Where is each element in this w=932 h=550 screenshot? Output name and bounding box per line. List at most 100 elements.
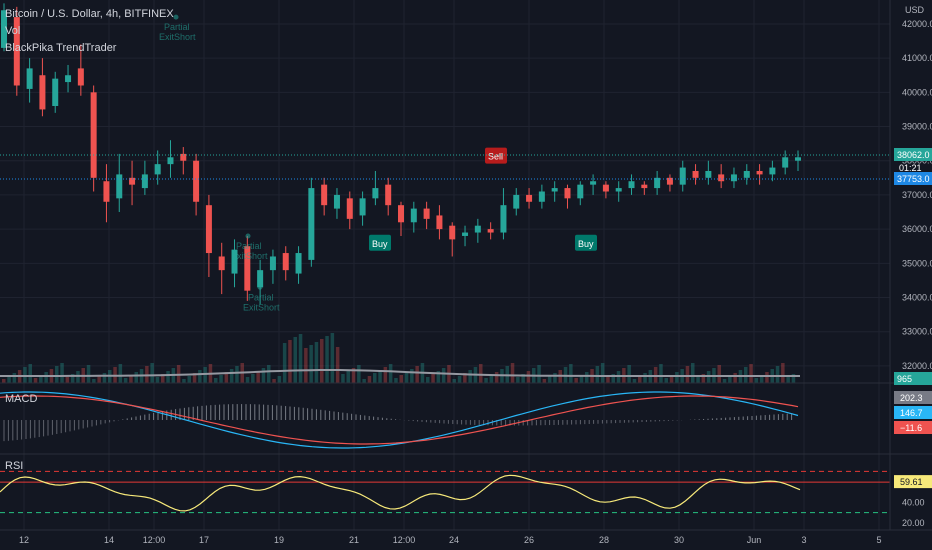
volume-bar xyxy=(367,376,372,383)
volume-bar xyxy=(547,376,552,383)
candle-body xyxy=(615,188,622,192)
volume-bar xyxy=(611,374,615,383)
candle-body xyxy=(218,256,225,271)
volume-bar xyxy=(728,376,732,383)
volume-bar xyxy=(410,369,414,383)
rsi-tick-label: 40.00 xyxy=(902,497,925,507)
partial-exit-label: Partial xyxy=(164,22,190,32)
volume-bars xyxy=(0,333,800,383)
volume-bar xyxy=(754,378,759,383)
candle-body xyxy=(769,167,776,175)
candle-body xyxy=(52,78,59,107)
time-tick-label: 30 xyxy=(674,535,684,545)
volume-bar xyxy=(733,373,737,383)
volume-bar xyxy=(494,372,499,383)
volume-bar xyxy=(638,376,642,383)
volume-bar xyxy=(404,372,409,383)
candle-body xyxy=(231,249,238,274)
volume-bar xyxy=(320,339,324,383)
candle-body xyxy=(90,92,97,178)
volume-bar xyxy=(102,373,107,383)
volume-bar xyxy=(304,348,308,383)
candle-body xyxy=(103,181,110,202)
macd-value-bg xyxy=(894,406,932,419)
volume-bar xyxy=(415,366,419,383)
signal-line xyxy=(0,395,799,445)
volume-bar xyxy=(282,343,287,383)
volume-bar xyxy=(272,379,276,383)
volume-bar xyxy=(70,374,75,383)
indicator-label[interactable]: BlackPika TrendTrader xyxy=(5,42,117,54)
currency-label: USD xyxy=(905,5,925,15)
candle-body xyxy=(590,181,597,185)
time-tick-label: 21 xyxy=(349,535,359,545)
volume-bar xyxy=(569,364,573,383)
candle-body xyxy=(26,68,33,89)
volume-bar xyxy=(28,364,32,383)
candle-body xyxy=(436,215,443,230)
candle-body xyxy=(538,191,545,202)
volume-bar xyxy=(664,378,668,383)
volume-bar xyxy=(362,379,366,383)
volume-bar xyxy=(288,340,292,383)
volume-bar xyxy=(781,363,785,383)
volume-bar xyxy=(55,366,59,383)
partial-exit-dot xyxy=(173,14,179,20)
candle-body xyxy=(65,75,72,83)
volume-bar xyxy=(468,370,472,383)
macd-value-bg xyxy=(894,391,932,404)
volume-bar xyxy=(277,376,282,383)
volume-bar xyxy=(357,365,361,383)
chart-grid xyxy=(0,0,890,530)
volume-bar xyxy=(92,379,96,383)
volume-bar xyxy=(526,371,531,383)
macd-title[interactable]: MACD xyxy=(5,393,38,405)
volume-bar xyxy=(399,375,403,383)
volume-bar xyxy=(696,377,700,383)
rsi-title[interactable]: RSI xyxy=(5,460,24,472)
candle-body xyxy=(167,157,174,165)
volume-bar xyxy=(775,366,780,383)
candle-body xyxy=(154,164,161,175)
volume-bar xyxy=(214,378,218,383)
macd-pane xyxy=(0,391,799,449)
volume-bar xyxy=(182,379,186,383)
candle-body xyxy=(116,174,123,199)
rsi-line xyxy=(0,474,801,512)
candle-body xyxy=(462,232,469,236)
symbol-label[interactable]: Bitcoin / U.S. Dollar, 4h, BITFINEX xyxy=(5,8,174,20)
candle-body xyxy=(679,167,686,185)
trade-signals: BuySellBuyPartialExitShortPartialExitSho… xyxy=(159,14,597,312)
candle-body xyxy=(180,153,187,161)
rsi-value-bg xyxy=(894,475,932,489)
volume-bar xyxy=(235,366,239,383)
volume-label[interactable]: Vol xyxy=(5,25,21,37)
partial-exit-label: ExitShort xyxy=(243,302,280,312)
volume-bar xyxy=(60,363,64,383)
volume-bar xyxy=(325,336,329,383)
volume-bar xyxy=(187,376,191,383)
candle-body xyxy=(398,205,404,223)
candle-body xyxy=(321,184,328,206)
volume-bar xyxy=(606,377,610,383)
price-tick-label: 32000.0 xyxy=(902,361,932,371)
buy-signal-label: Buy xyxy=(578,239,594,249)
time-tick-label: Jun xyxy=(747,535,762,545)
volume-bar xyxy=(314,342,319,383)
candle-body xyxy=(756,170,763,175)
volume-bar xyxy=(383,367,388,383)
volume-bar xyxy=(691,363,695,383)
volume-bar xyxy=(251,374,255,383)
partial-exit-label: Partial xyxy=(236,241,262,251)
last-price-label-bg xyxy=(894,148,932,161)
volume-bar xyxy=(717,365,721,383)
candle-body xyxy=(500,205,507,233)
volume-bar xyxy=(516,377,520,383)
volume-bar xyxy=(351,368,356,383)
chart-legend: Bitcoin / U.S. Dollar, 4h, BITFINEX Vol … xyxy=(5,8,174,54)
buy-signal-label: Buy xyxy=(372,239,388,249)
candle-body xyxy=(692,170,699,178)
time-tick-label: 24 xyxy=(449,535,459,545)
